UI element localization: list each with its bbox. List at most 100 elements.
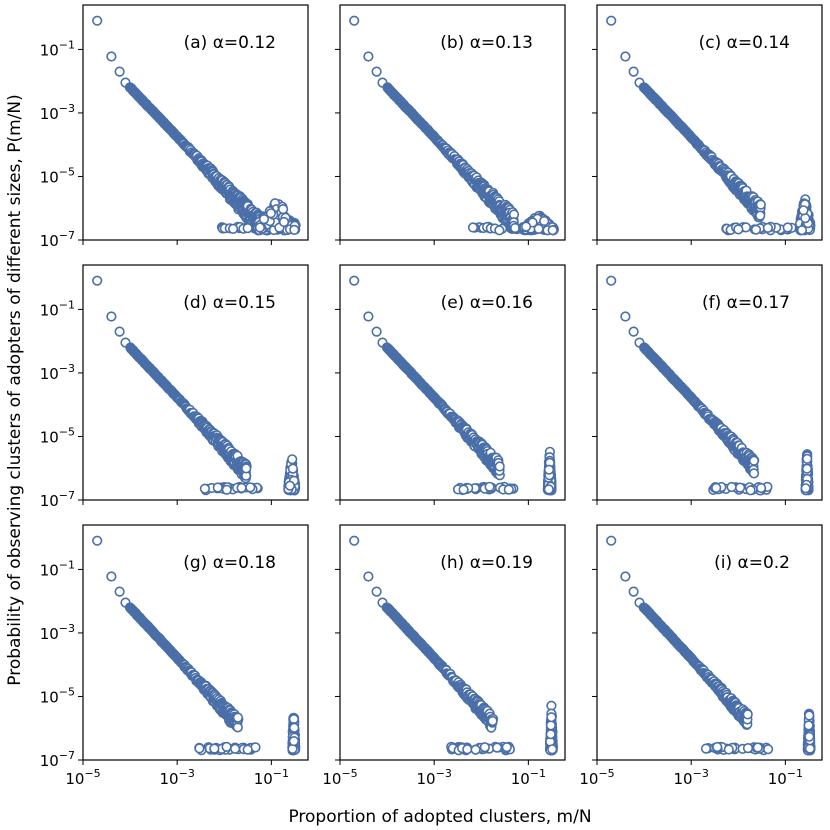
y-axis-label: Probability of observing clusters of ado… <box>5 94 25 686</box>
y-tick-label: 10−3 <box>40 622 75 643</box>
data-point <box>242 744 253 755</box>
data-point <box>470 744 481 755</box>
data-point <box>742 742 754 754</box>
data-point <box>547 744 558 755</box>
panel-i: 10−5 10−3 10−1(i) α=0.2 <box>579 524 823 788</box>
data-point <box>221 741 232 753</box>
panel-d: 10−110−310−510−7(d) α=0.15 <box>40 264 309 510</box>
data-point <box>228 223 239 234</box>
data-point <box>755 210 766 221</box>
data-point <box>755 482 767 494</box>
data-point <box>494 461 505 472</box>
x-tick-label: 10−3 <box>417 767 452 788</box>
panel-f: (f) α=0.17 <box>592 264 823 505</box>
panel-label: (d) α=0.15 <box>183 293 276 313</box>
panel-e: (e) α=0.16 <box>335 264 566 505</box>
data-point <box>278 204 289 215</box>
data-point <box>520 221 532 232</box>
data-point <box>484 481 495 492</box>
panel-label: (f) α=0.17 <box>702 293 790 313</box>
data-point <box>236 482 247 494</box>
data-point <box>487 715 498 727</box>
x-axis-label: Proportion of adopted clusters, m/N <box>288 807 591 827</box>
data-point <box>545 720 557 731</box>
data-point <box>606 15 617 26</box>
panel-c: (c) α=0.14 <box>592 4 823 245</box>
data-point <box>606 535 617 546</box>
y-tick-label: 10−3 <box>40 102 75 123</box>
y-tick-label: 10−5 <box>40 165 75 186</box>
data-point <box>458 484 469 495</box>
data-point <box>546 712 557 723</box>
x-tick-label: 10−1 <box>254 767 289 788</box>
data-point <box>114 326 125 337</box>
y-tick-label: 10−1 <box>40 558 75 579</box>
data-point <box>700 743 712 754</box>
data-point <box>254 222 265 233</box>
data-point <box>221 484 232 495</box>
data-point <box>106 51 117 62</box>
x-tick-label: 10−1 <box>768 767 803 788</box>
data-point <box>289 224 300 235</box>
data-point <box>543 484 554 495</box>
data-point <box>545 729 556 740</box>
data-point <box>92 275 103 286</box>
data-point <box>232 712 243 723</box>
data-point <box>479 742 490 753</box>
data-point <box>782 222 793 233</box>
data-point <box>539 215 550 227</box>
data-point <box>748 468 760 479</box>
data-point <box>748 455 760 466</box>
data-point <box>349 535 360 546</box>
panel-grid: 10−110−310−510−7(a) α=0.12 (b) α=0.13 (c) … <box>40 4 823 788</box>
data-point <box>114 66 125 77</box>
data-point <box>503 484 514 495</box>
y-tick-label: 10−7 <box>40 489 75 510</box>
data-point <box>363 311 374 322</box>
y-tick-label: 10−7 <box>40 229 75 250</box>
data-point <box>241 463 252 474</box>
data-point <box>288 735 300 747</box>
x-tick-label: 10−5 <box>579 767 614 788</box>
plot-frame <box>82 4 309 241</box>
data-point <box>278 216 290 228</box>
data-point <box>628 586 639 597</box>
data-point <box>804 743 816 754</box>
data-point <box>371 66 382 77</box>
data-point <box>755 199 766 210</box>
data-point <box>745 485 756 496</box>
panel-label: (c) α=0.14 <box>699 33 790 53</box>
x-tick-label: 10−1 <box>511 767 546 788</box>
data-point <box>800 483 811 494</box>
data-point <box>628 326 639 337</box>
data-point <box>796 225 808 236</box>
data-point <box>733 224 744 235</box>
data-point <box>371 326 382 337</box>
data-point <box>349 275 360 286</box>
data-point <box>92 15 103 26</box>
data-point <box>212 482 223 493</box>
data-point <box>543 464 555 475</box>
y-tick-label: 10−1 <box>40 38 75 59</box>
y-tick-label: 10−7 <box>40 749 75 770</box>
data-point <box>265 208 277 219</box>
data-point <box>606 275 617 286</box>
data-point <box>801 463 813 474</box>
data-point <box>798 205 809 216</box>
x-tick-label: 10−5 <box>65 767 100 788</box>
data-point <box>92 535 103 546</box>
data-point <box>762 222 774 233</box>
data-point <box>349 15 360 26</box>
data-point <box>371 586 382 597</box>
y-tick-label: 10−5 <box>40 425 75 446</box>
data-point <box>723 744 734 755</box>
data-point <box>750 224 762 235</box>
data-point <box>494 225 505 236</box>
data-point <box>803 720 814 731</box>
data-point <box>106 571 117 582</box>
panel-label: (h) α=0.19 <box>440 553 533 573</box>
data-point <box>742 709 753 720</box>
data-point <box>802 453 813 465</box>
panel-label: (a) α=0.12 <box>184 33 276 53</box>
